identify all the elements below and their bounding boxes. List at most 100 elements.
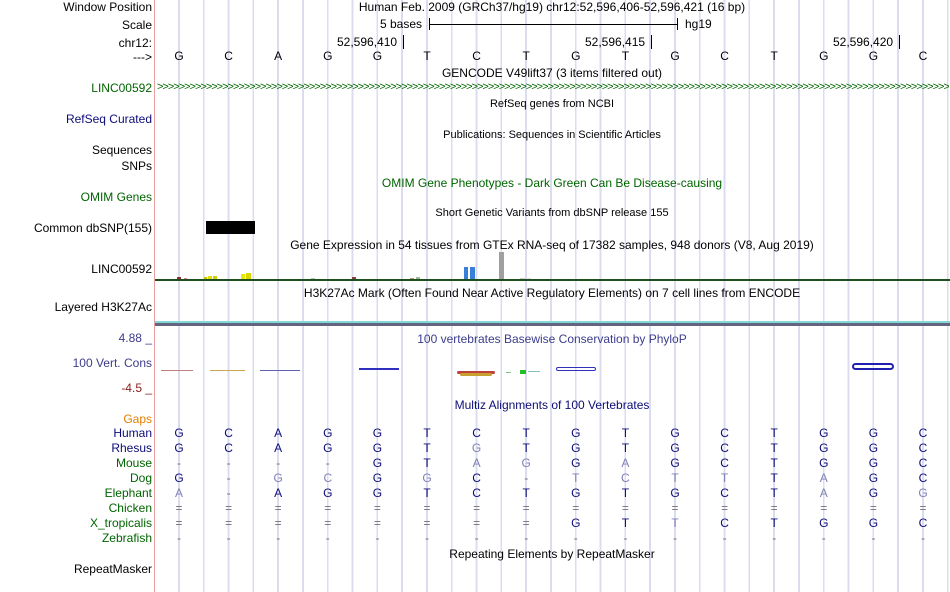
- gtex-bar: [527, 278, 531, 279]
- alignment-base: -: [226, 531, 231, 545]
- alignment-base: G: [174, 471, 184, 485]
- alignment-base: G: [571, 441, 581, 455]
- alignment-base: -: [325, 456, 330, 470]
- gtex-bar: [208, 276, 212, 279]
- alignment-base: C: [323, 471, 333, 485]
- alignment-base: T: [770, 486, 778, 500]
- alignment-base: =: [522, 501, 530, 515]
- alignment-base: T: [621, 486, 630, 500]
- alignment-base: G: [323, 486, 333, 500]
- base-letter: C: [918, 49, 928, 63]
- alignment-base: =: [621, 501, 629, 515]
- window-position-label: Window Position: [63, 0, 152, 14]
- h3k27ac-track-title[interactable]: H3K27Ac Mark (Often Found Near Active Re…: [303, 286, 801, 300]
- species-label[interactable]: Mouse: [115, 456, 152, 470]
- alignment-base: T: [621, 441, 630, 455]
- alignment-base: C: [224, 441, 233, 455]
- alignment-base: =: [175, 501, 183, 515]
- multiz-track-title[interactable]: Multiz Alignments of 100 Vertebrates: [454, 398, 650, 412]
- gtex-bar: [416, 277, 420, 279]
- alignment-base: G: [174, 441, 184, 455]
- alignment-base: =: [671, 501, 679, 515]
- scale-label: Scale: [121, 18, 152, 32]
- repeatmasker-track-label[interactable]: RepeatMasker: [73, 562, 152, 576]
- alignment-base: C: [472, 486, 481, 500]
- alignment-base: -: [673, 531, 677, 545]
- h3k27ac-track-label[interactable]: Layered H3K27Ac: [54, 300, 152, 314]
- alignment-base: -: [226, 456, 231, 470]
- omim-track-title[interactable]: OMIM Gene Phenotypes - Dark Green Can Be…: [381, 176, 723, 190]
- alignment-base: -: [177, 456, 181, 470]
- alignment-base: G: [273, 471, 283, 485]
- alignment-base: G: [521, 456, 531, 470]
- alignment-base: G: [868, 456, 879, 470]
- alignment-base: C: [918, 471, 928, 485]
- dbsnp-track-label[interactable]: Common dbSNP(155): [33, 221, 152, 235]
- gtex-track-label[interactable]: LINC00592: [91, 262, 152, 276]
- alignment-base: =: [324, 516, 332, 530]
- alignment-base: =: [572, 501, 580, 515]
- publications-snps-label[interactable]: SNPs: [121, 159, 152, 173]
- alignment-base: A: [819, 471, 828, 485]
- alignment-base: C: [720, 441, 729, 455]
- species-label[interactable]: Human: [113, 426, 152, 440]
- phylop-track-title[interactable]: 100 vertebrates Basewise Conservation by…: [417, 332, 687, 346]
- gencode-gene-feature[interactable]: >>>>>>>>>>>>>>>>>>>>>>>>>>>>>>>>>>>>>>>>…: [157, 81, 949, 93]
- publications-sequences-label[interactable]: Sequences: [91, 143, 152, 157]
- alignment-base: C: [720, 486, 729, 500]
- phylop-mark: [528, 371, 540, 372]
- tick-mark-3: [899, 35, 900, 49]
- alignment-base: A: [621, 456, 630, 470]
- alignment-base: T: [671, 516, 679, 530]
- alignment-base: C: [472, 471, 481, 485]
- alignment-base: T: [720, 471, 729, 485]
- alignment-base: G: [819, 441, 829, 455]
- gencode-track-label[interactable]: LINC00592: [91, 81, 152, 95]
- gtex-track-title[interactable]: Gene Expression in 54 tissues from GTEx …: [290, 238, 814, 252]
- refseq-track-title[interactable]: RefSeq genes from NCBI: [489, 98, 615, 110]
- species-label[interactable]: X_tropicalis: [89, 516, 152, 530]
- gtex-bar: [410, 278, 414, 279]
- alignment-base: =: [274, 501, 282, 515]
- base-letter: G: [571, 49, 581, 63]
- species-label[interactable]: Elephant: [104, 486, 152, 500]
- tick-label-2: 52,596,415: [585, 35, 646, 49]
- label-column-separator: [154, 0, 155, 592]
- species-label[interactable]: Rhesus: [111, 441, 152, 455]
- gtex-baseline: [155, 279, 950, 281]
- dbsnp-track-title[interactable]: Short Genetic Variants from dbSNP releas…: [435, 207, 669, 219]
- repeatmasker-track-title[interactable]: Repeating Elements by RepeatMasker: [449, 547, 655, 561]
- species-label[interactable]: Chicken: [108, 501, 152, 515]
- publications-track-title[interactable]: Publications: Sequences in Scientific Ar…: [443, 129, 661, 141]
- gencode-track-title[interactable]: GENCODE V49lift37 (3 items filtered out): [441, 66, 663, 80]
- alignment-base: A: [174, 486, 183, 500]
- multiz-gaps-label[interactable]: Gaps: [123, 412, 152, 426]
- omim-track-label[interactable]: OMIM Genes: [80, 190, 152, 204]
- refseq-track-label[interactable]: RefSeq Curated: [65, 112, 152, 126]
- alignment-base: C: [720, 426, 729, 440]
- alignment-base: A: [274, 426, 283, 440]
- dbsnp-variant-block[interactable]: [206, 221, 255, 234]
- alignment-base: =: [274, 516, 282, 530]
- alignment-base: =: [423, 516, 431, 530]
- scale-bar-left-cap: [429, 18, 430, 30]
- alignment-base: T: [423, 441, 431, 455]
- alignment-base: T: [522, 426, 530, 440]
- base-letter: G: [174, 49, 184, 63]
- base-letter: C: [472, 49, 481, 63]
- alignment-base: G: [819, 456, 829, 470]
- base-letter: A: [274, 49, 283, 63]
- gtex-bar: [352, 277, 356, 279]
- alignment-base: -: [226, 486, 231, 500]
- gtex-bar: [520, 278, 525, 279]
- alignment-base: A: [274, 486, 283, 500]
- alignment-base: -: [921, 531, 925, 545]
- base-letter: T: [423, 49, 431, 63]
- species-label[interactable]: Dog: [129, 471, 152, 485]
- phylop-mark: [260, 370, 300, 371]
- species-label[interactable]: Zebrafish: [101, 531, 152, 545]
- phylop-track-label[interactable]: 100 Vert. Cons: [72, 356, 152, 370]
- alignment-base: G: [918, 486, 928, 500]
- alignment-base: G: [868, 471, 879, 485]
- phylop-mark: [210, 370, 245, 371]
